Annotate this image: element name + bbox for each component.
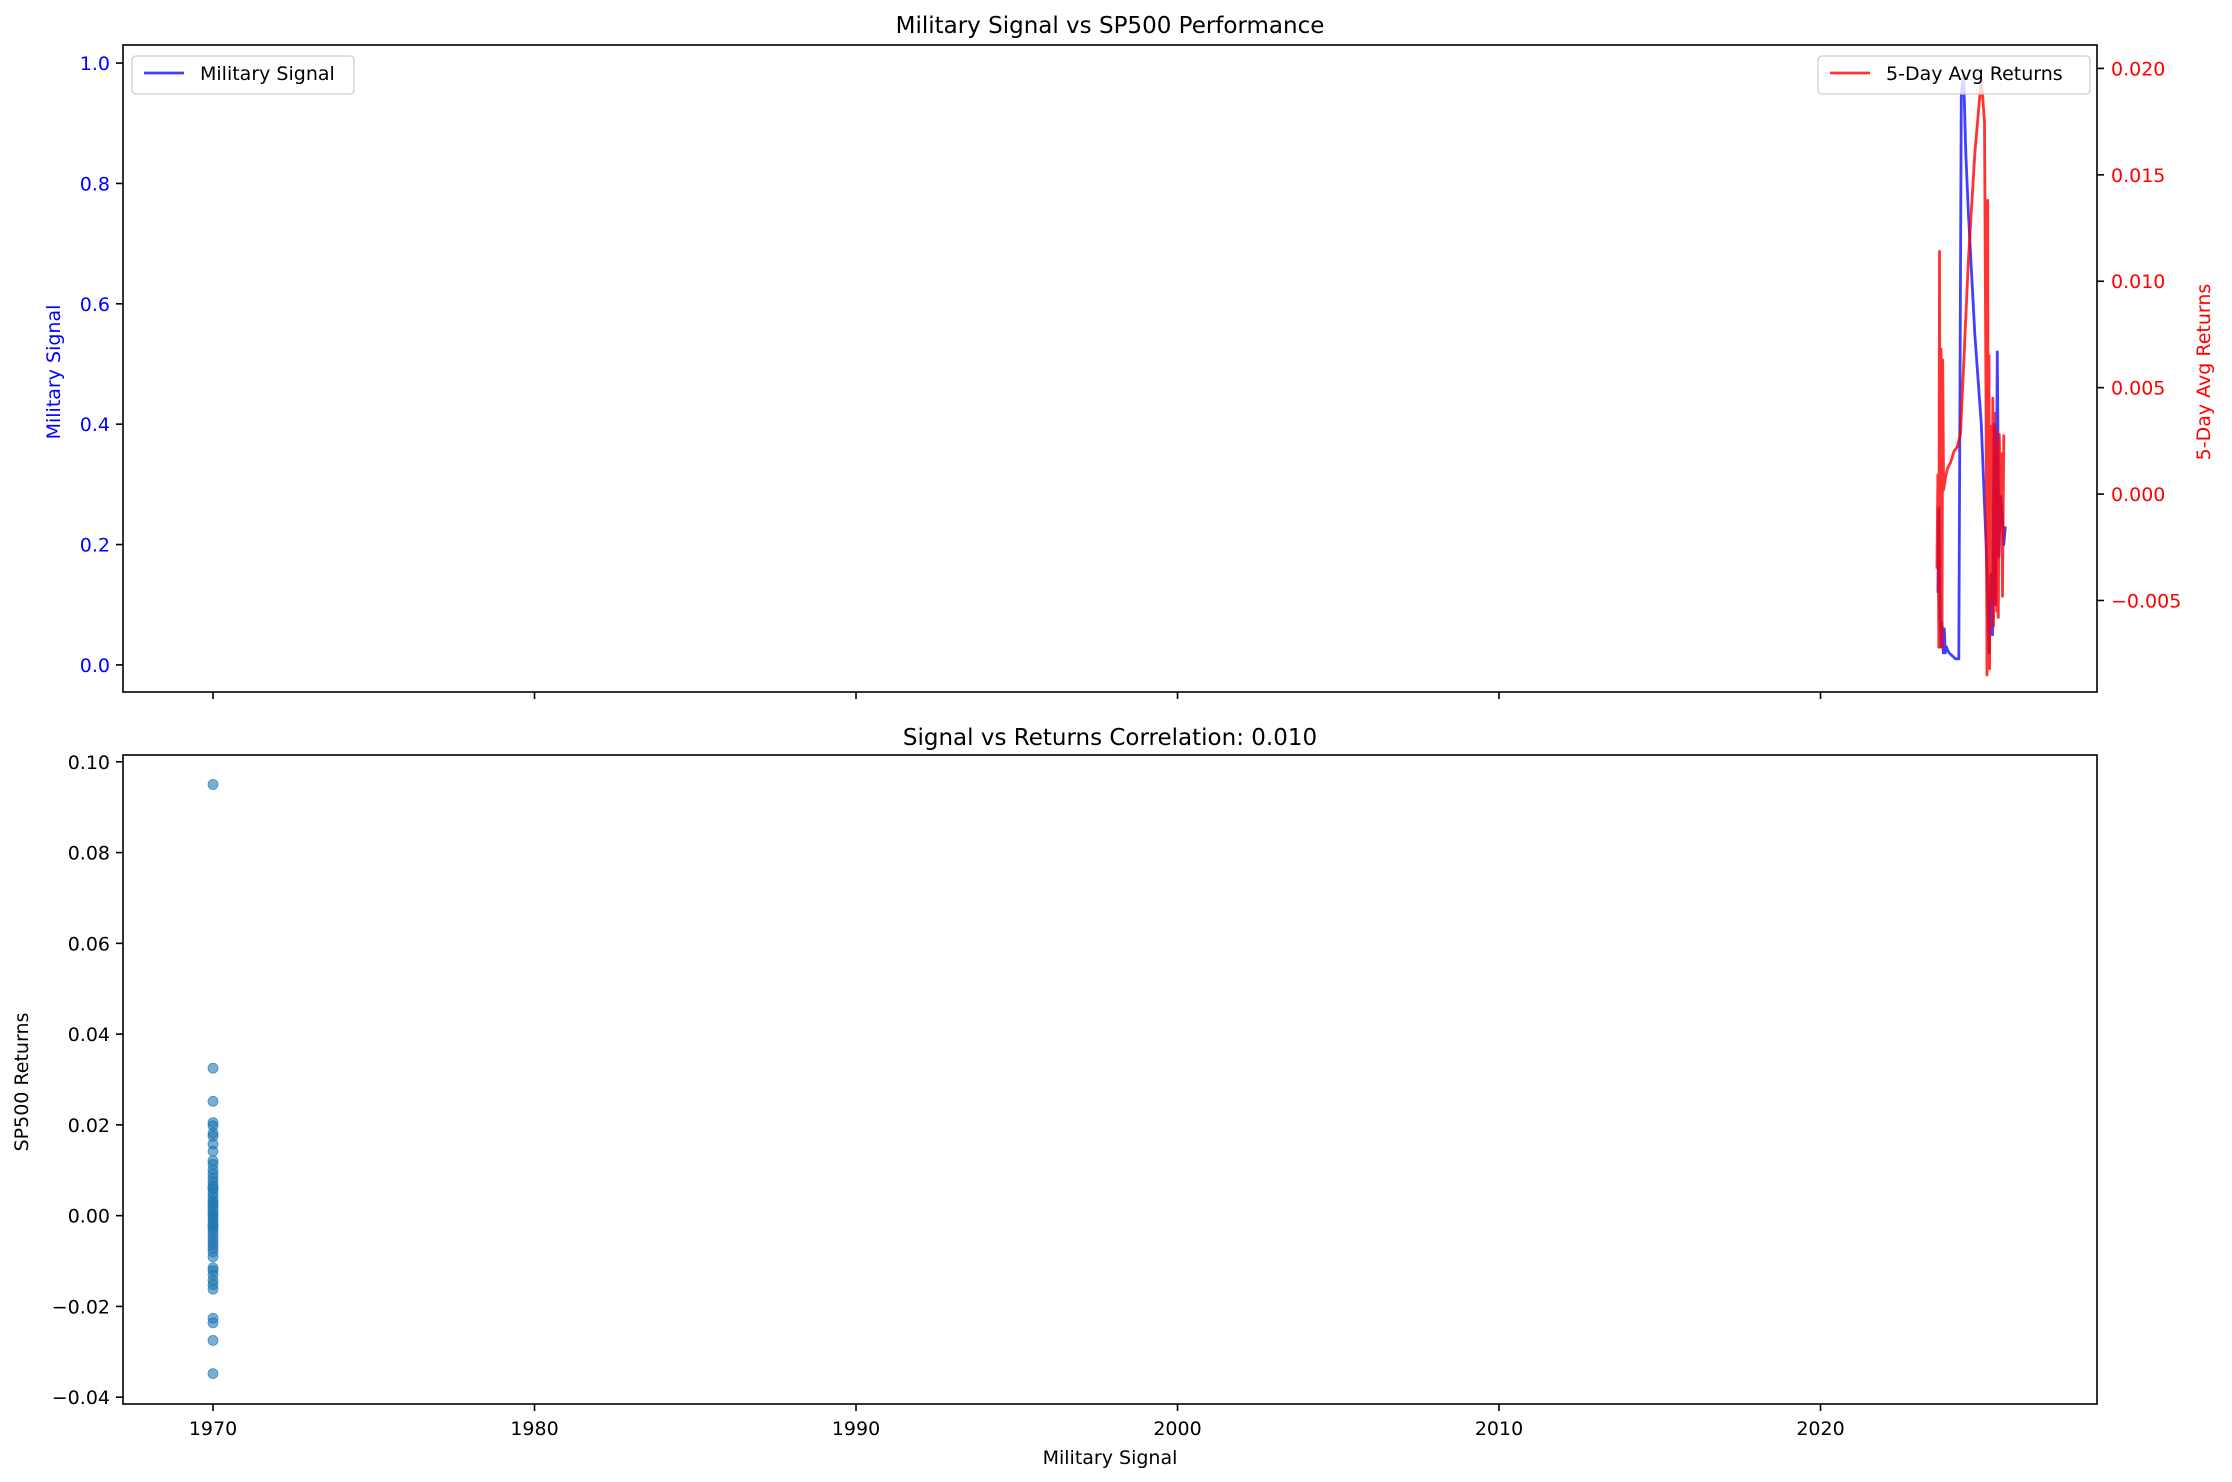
bottom-x-tick-label: 2020 xyxy=(1796,1418,1844,1440)
bottom-y-tick-label: 0.00 xyxy=(68,1206,110,1228)
legend-5-day-avg-returns-label: 5-Day Avg Returns xyxy=(1886,63,2063,85)
legend-right-box xyxy=(1817,55,2091,95)
bottom-x-tick-label: 2000 xyxy=(1153,1418,1201,1440)
top-left-y-tick-label: 0.4 xyxy=(80,414,110,436)
scatter-point xyxy=(207,1095,219,1107)
top-right-y-tick-label: −0.005 xyxy=(2111,590,2181,612)
top-left-y-tick-label: 0.2 xyxy=(80,535,110,557)
military-signal-line xyxy=(1936,73,2007,661)
legend-military-signal: Military Signal xyxy=(131,55,355,95)
scatter-point xyxy=(207,1368,219,1379)
bottom-y-tick-label: 0.06 xyxy=(68,933,110,955)
top-left-y-tick-label: 1.0 xyxy=(80,53,110,75)
top-series-layer xyxy=(1935,73,2007,677)
scatter-point xyxy=(207,1283,219,1295)
bottom-y-tick-label: −0.02 xyxy=(52,1296,110,1318)
scatter-point xyxy=(207,779,219,790)
top-right-y-tick-label: 0.015 xyxy=(2111,165,2165,187)
bottom-y-tick-label: 0.04 xyxy=(68,1024,110,1046)
bottom-chart-title: Signal vs Returns Correlation: 0.010 xyxy=(903,725,1317,751)
legend-5-day-avg-returns: 5-Day Avg Returns xyxy=(1817,55,2091,95)
top-left-y-tick-label: 0.6 xyxy=(80,294,110,316)
top-left-y-tick-label: 0.0 xyxy=(80,655,110,677)
top-y-axis-label: Military Signal xyxy=(43,305,65,440)
scatter-point xyxy=(207,1251,219,1263)
bottom-x-tick-label: 1990 xyxy=(832,1418,880,1440)
bottom-panel: Signal vs Returns Correlation: 0.010 −0.… xyxy=(11,725,2098,1469)
bottom-axes-layer: −0.04 −0.02 0.00 0.02 0.04 0.06 0.08 0.10 1970 19… xyxy=(52,752,2098,1440)
top-right-y-tick-label: 0.020 xyxy=(2111,58,2165,80)
five-day-avg-returns-line xyxy=(1935,77,2006,677)
bottom-plot-frame xyxy=(122,754,2098,1405)
scatter-point xyxy=(207,1145,219,1157)
bottom-y-axis-label: SP500 Returns xyxy=(11,1013,33,1152)
top-right-y-axis-label: 5-Day Avg Returns xyxy=(2193,284,2215,461)
bottom-y-tick-label: 0.08 xyxy=(68,843,110,865)
scatter-point xyxy=(207,1220,219,1232)
bottom-x-tick-label: 1970 xyxy=(189,1418,237,1440)
scatter-point xyxy=(207,1182,219,1193)
top-right-y-tick-label: 0.000 xyxy=(2111,484,2165,506)
top-chart-title: Military Signal vs SP500 Performance xyxy=(896,13,1325,39)
bottom-y-tick-label: 0.10 xyxy=(68,752,110,774)
scatter-point xyxy=(207,1062,219,1074)
scatter-point xyxy=(207,1335,219,1346)
bottom-y-tick-label: −0.04 xyxy=(52,1387,110,1409)
bottom-x-tick-label: 1980 xyxy=(510,1418,558,1440)
bottom-y-tick-label: 0.02 xyxy=(68,1115,110,1137)
top-panel: Military Signal vs SP500 Performance 0.0… xyxy=(43,13,2215,699)
top-axes-layer: 0.0 0.2 0.4 0.6 0.8 1.0 −0.005 0.000 0.005 0.010 0… xyxy=(80,44,2181,699)
scatter-point xyxy=(207,1317,219,1329)
scatter-point xyxy=(207,1197,219,1209)
top-plot-frame xyxy=(122,44,2098,693)
top-right-y-tick-label: 0.005 xyxy=(2111,378,2165,400)
top-right-y-tick-label: 0.010 xyxy=(2111,271,2165,293)
legend-military-signal-label: Military Signal xyxy=(200,63,335,85)
top-left-y-tick-label: 0.8 xyxy=(80,173,110,195)
bottom-series-layer xyxy=(207,779,219,1379)
legend-left-box xyxy=(131,55,355,95)
bottom-x-tick-label: 2010 xyxy=(1475,1418,1523,1440)
bottom-x-axis-label: Military Signal xyxy=(1043,1447,1178,1469)
